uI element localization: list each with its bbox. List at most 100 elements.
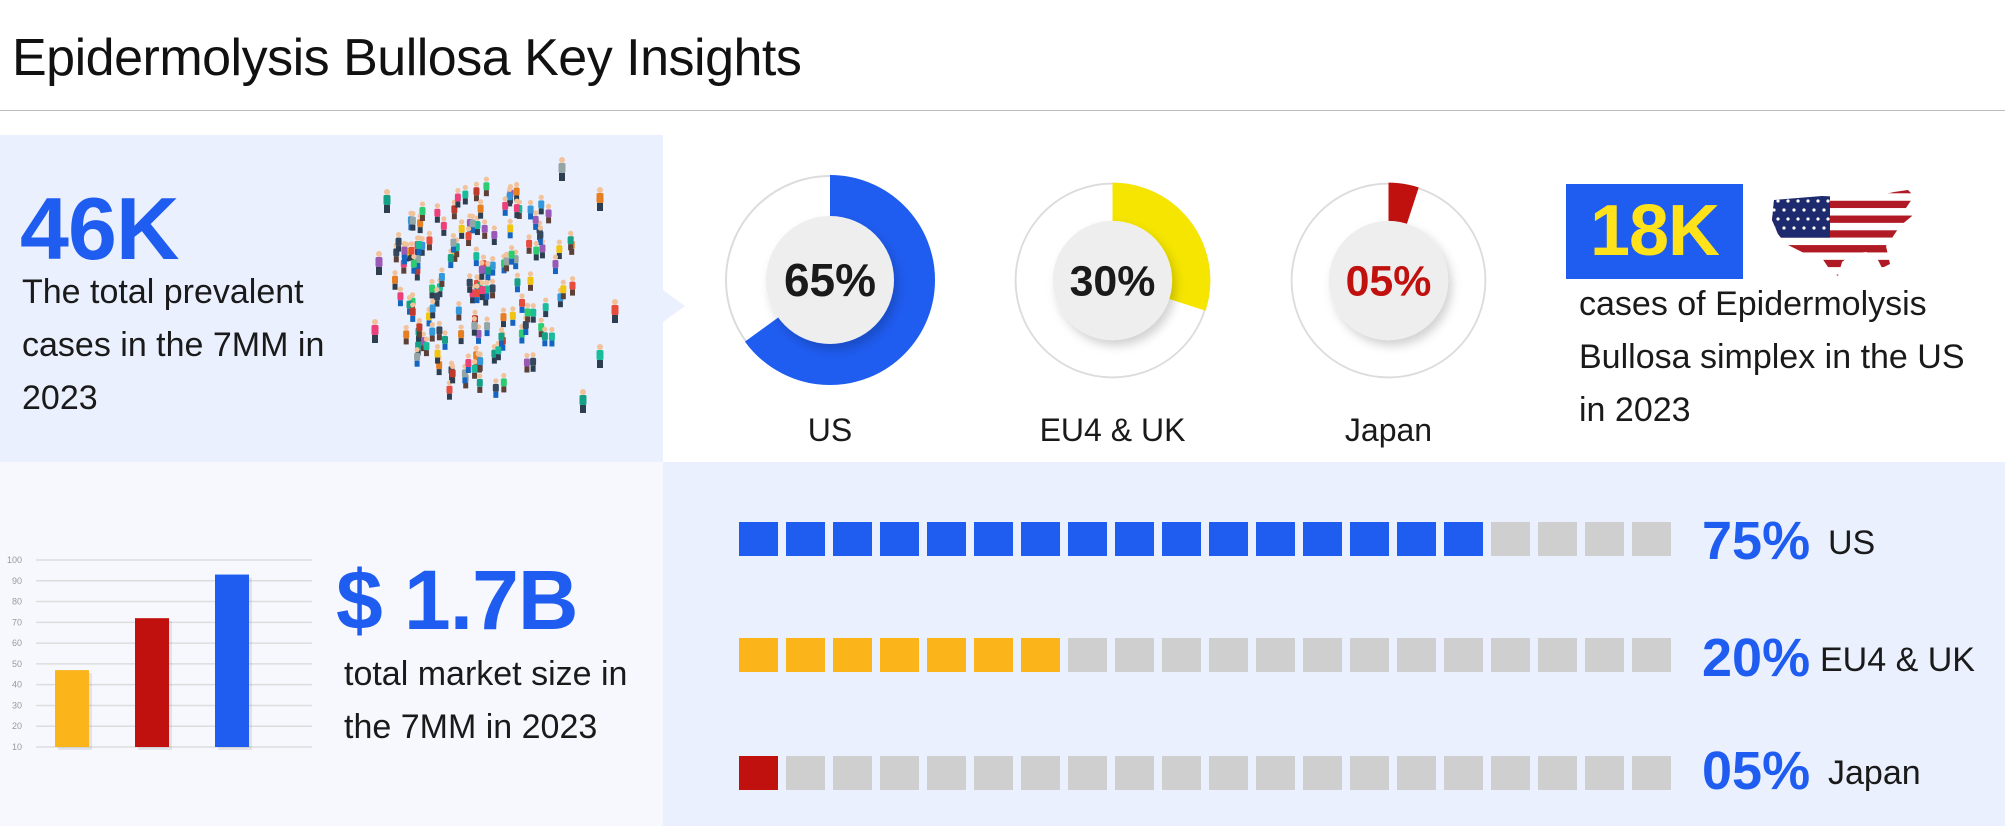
- person-figure: [450, 233, 457, 253]
- page-title: Epidermolysis Bullosa Key Insights: [12, 29, 802, 87]
- bar: [55, 670, 89, 747]
- person-figure: [473, 246, 480, 267]
- waffle-square: [1538, 756, 1577, 790]
- waffle-square: [1115, 756, 1154, 790]
- person-figure: [462, 184, 469, 205]
- waffle-square: [786, 638, 825, 672]
- person-figure: [375, 251, 383, 275]
- waffle-square: [1585, 522, 1624, 556]
- prevalence-value: 46K: [20, 179, 179, 278]
- waffle-square: [1538, 638, 1577, 672]
- person-figure: [471, 359, 478, 379]
- person-figure: [397, 286, 404, 307]
- person-figure: [479, 280, 486, 301]
- person-figure: [537, 225, 544, 245]
- donut-percent-label: 65%: [784, 254, 876, 306]
- person-figure: [434, 203, 441, 223]
- share-percent: 05%: [1702, 741, 1811, 801]
- person-figure: [530, 352, 537, 372]
- waffle-square: [1303, 522, 1342, 556]
- person-figure: [438, 267, 445, 287]
- person-figure: [498, 327, 505, 347]
- waffle-square: [1444, 756, 1483, 790]
- share-region-label: Japan: [1828, 754, 1921, 792]
- person-figure: [530, 303, 537, 323]
- waffle-square: [1491, 756, 1530, 790]
- y-tick-label: 100: [7, 555, 22, 565]
- person-figure: [519, 293, 526, 313]
- person-figure: [477, 199, 484, 219]
- waffle-square: [1115, 638, 1154, 672]
- person-figure: [579, 389, 587, 413]
- person-figure: [541, 326, 548, 347]
- person-figure: [469, 213, 476, 234]
- waffle-square: [1303, 638, 1342, 672]
- y-tick-label: 90: [12, 576, 22, 586]
- person-figure: [491, 225, 498, 245]
- person-figure: [433, 286, 440, 307]
- waffle-square: [1209, 756, 1248, 790]
- person-figure: [514, 272, 521, 293]
- y-tick-label: 80: [12, 597, 22, 607]
- share-percent: 20%: [1702, 628, 1811, 688]
- person-figure: [442, 330, 449, 350]
- person-figure: [560, 279, 567, 300]
- person-figure: [556, 239, 563, 260]
- person-figure: [483, 176, 490, 197]
- person-figure: [436, 320, 443, 341]
- person-figure: [500, 372, 507, 393]
- panel-pointer: [663, 290, 685, 322]
- waffle-square: [1632, 638, 1671, 672]
- waffle-square: [1491, 522, 1530, 556]
- person-figure: [558, 157, 566, 181]
- waffle-square: [739, 522, 778, 556]
- waffle-square: [927, 756, 966, 790]
- person-figure: [466, 273, 473, 293]
- person-figure: [538, 194, 545, 215]
- share-region-label: EU4 & UK: [1820, 641, 1975, 679]
- person-figure: [454, 187, 461, 208]
- person-figure: [371, 319, 379, 343]
- person-figure: [429, 298, 436, 319]
- person-figure: [526, 234, 533, 254]
- person-figure: [507, 218, 514, 239]
- market-size-description: total market size in the 7MM in 2023: [344, 655, 628, 746]
- donut-slice: [1290, 182, 1487, 379]
- person-figure: [506, 186, 513, 207]
- person-figure: [545, 203, 552, 224]
- waffle-row: [739, 522, 1671, 556]
- waffle-square: [1444, 522, 1483, 556]
- person-figure: [611, 299, 619, 323]
- person-figure: [383, 189, 391, 213]
- person-figure: [483, 279, 490, 300]
- waffle-square: [1303, 756, 1342, 790]
- donut-region-label: Japan: [1344, 412, 1433, 448]
- waffle-square: [974, 522, 1013, 556]
- waffle-square: [1632, 756, 1671, 790]
- donut-center: [766, 216, 894, 344]
- waffle-square: [833, 756, 872, 790]
- person-figure: [416, 235, 423, 255]
- person-figure: [569, 276, 576, 296]
- y-tick-label: 30: [12, 700, 22, 710]
- person-figure: [484, 260, 491, 281]
- person-figure: [409, 302, 416, 322]
- person-figure: [513, 198, 520, 219]
- crowd-of-people-icon: [371, 157, 619, 413]
- waffle-square: [1350, 522, 1389, 556]
- person-figure: [481, 219, 488, 239]
- simplex-description: cases of Epidermolysis Bullosa simplex i…: [1579, 285, 1965, 429]
- waffle-row: [739, 756, 1671, 790]
- waffle-square: [927, 522, 966, 556]
- person-figure: [548, 326, 555, 347]
- waffle-square: [1397, 756, 1436, 790]
- person-figure: [484, 316, 491, 337]
- share-region-label: US: [1828, 524, 1876, 562]
- person-figure: [508, 245, 515, 265]
- waffle-square: [1162, 638, 1201, 672]
- waffle-square: [1162, 756, 1201, 790]
- person-figure: [476, 373, 483, 393]
- waffle-square: [1209, 638, 1248, 672]
- prevalence-description: The total prevalent cases in the 7MM in …: [22, 273, 325, 417]
- person-figure: [527, 199, 534, 220]
